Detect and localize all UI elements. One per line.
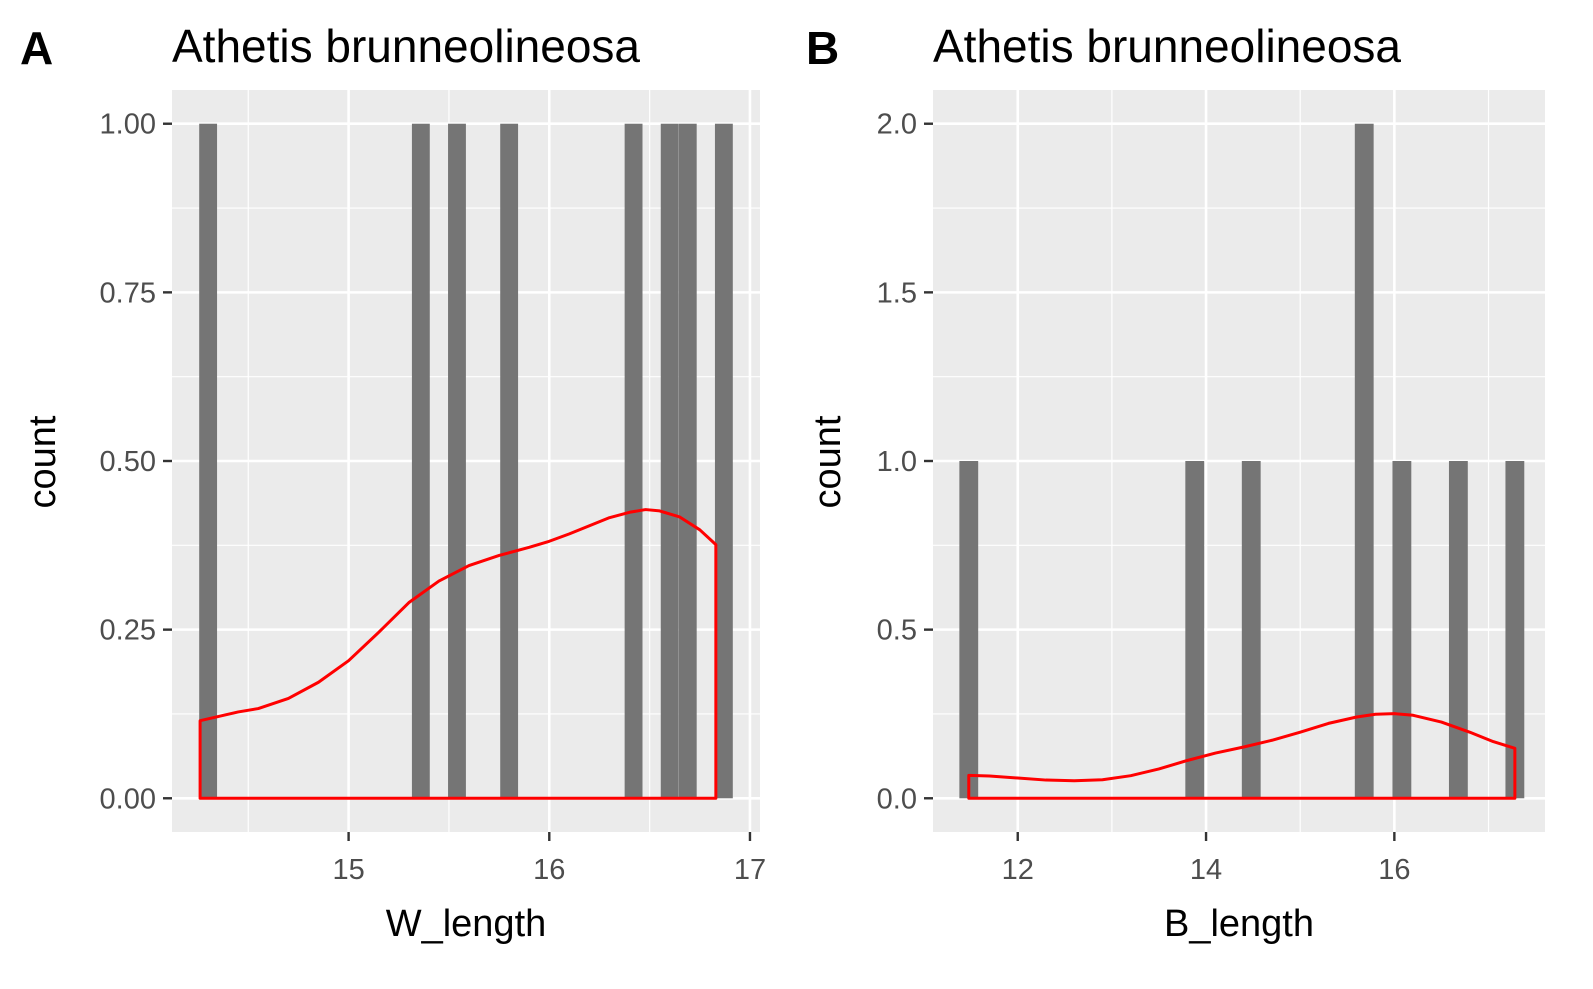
- panel-b-density-curve: [967, 712, 1517, 800]
- panel-a-x-axis: 15 16 17: [332, 832, 766, 886]
- panel-a-y-tick-label-4: 1.00: [100, 109, 156, 141]
- panel-b-y-tick-label-2: 1.0: [877, 446, 917, 478]
- panel-a-y-axis-title: count: [22, 415, 64, 508]
- panel-b-title: Athetis brunneolineosa: [933, 20, 1401, 72]
- panel-a-bar-7: [714, 123, 733, 799]
- panel-a-bar-6: [678, 123, 697, 799]
- panel-a-y-tick-label-3: 0.75: [100, 277, 156, 309]
- panel-a-bar-1: [411, 123, 430, 799]
- panel-b-bar-6: [1505, 461, 1525, 799]
- panel-b-bar-3: [1354, 123, 1374, 799]
- panel-a-x-tick-label-0: 15: [332, 854, 364, 886]
- panel-a-bar-3: [500, 123, 519, 799]
- panel-b-x-axis: 12 14 16: [1002, 832, 1410, 886]
- panel-a-bar-0: [199, 123, 218, 799]
- panel-a-x-tick-label-2: 17: [734, 854, 766, 886]
- panel-b: B Athetis brunneolineosa 0.0 0.5 1.0 1.5 2.0…: [806, 20, 1545, 945]
- panel-b-bar-5: [1448, 461, 1468, 799]
- panel-b-y-tick-label-0: 0.0: [877, 783, 917, 815]
- panel-b-bar-4: [1392, 461, 1412, 799]
- panel-a-bar-5: [660, 123, 679, 799]
- panel-a-x-axis-title: W_length: [386, 903, 547, 945]
- panel-a-density-curve: [198, 508, 718, 800]
- panel-a-bars: [199, 123, 733, 799]
- panel-a-density: [198, 508, 718, 800]
- panel-b-bar-1: [1185, 461, 1205, 799]
- panel-b-y-axis: 0.0 0.5 1.0 1.5 2.0: [877, 109, 933, 815]
- panel-b-bar-2: [1241, 461, 1261, 799]
- panel-a-y-tick-label-0: 0.00: [100, 783, 156, 815]
- panel-b-y-axis-title: count: [807, 415, 849, 508]
- panel-b-y-tick-label-1: 0.5: [877, 615, 917, 647]
- panel-b-x-tick-label-1: 14: [1190, 854, 1222, 886]
- panel-b-tag: B: [806, 22, 839, 74]
- panel-a-x-tick-label-1: 16: [533, 854, 565, 886]
- panel-b-density: [967, 712, 1517, 800]
- panel-a-title: Athetis brunneolineosa: [172, 20, 640, 72]
- panel-b-bars: [959, 123, 1525, 799]
- panel-a-y-axis: 0.00 0.25 0.50 0.75 1.00: [100, 109, 172, 815]
- panel-b-x-tick-label-0: 12: [1002, 854, 1034, 886]
- panel-a: A Athetis brunneolineosa 0.00 0.25 0.50 0.7…: [20, 20, 766, 945]
- panel-b-x-tick-label-2: 16: [1378, 854, 1410, 886]
- panel-a-tag: A: [20, 22, 53, 74]
- panel-b-y-tick-label-4: 2.0: [877, 109, 917, 141]
- panel-b-y-tick-label-3: 1.5: [877, 277, 917, 309]
- panel-a-bar-2: [448, 123, 466, 799]
- panel-b-bar-0: [959, 461, 979, 799]
- panel-a-bar-4: [624, 123, 643, 799]
- panel-a-y-tick-label-2: 0.50: [100, 446, 156, 478]
- panel-b-x-axis-title: B_length: [1164, 903, 1314, 945]
- panel-a-y-tick-label-1: 0.25: [100, 615, 156, 647]
